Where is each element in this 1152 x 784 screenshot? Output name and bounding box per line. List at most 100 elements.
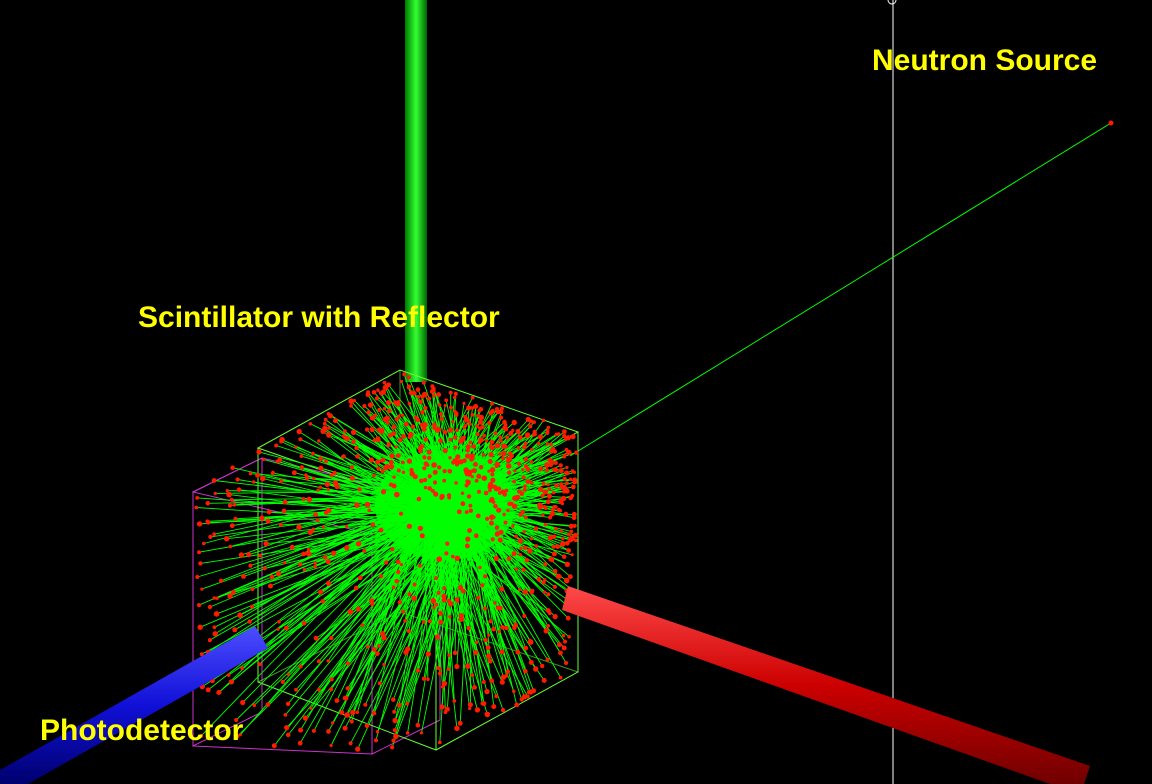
photon-hit [394, 445, 398, 449]
photon-hit [528, 424, 533, 429]
photon-hit [392, 728, 398, 733]
photon-hit [457, 720, 463, 726]
photon-hit [318, 589, 324, 595]
photon-hit [259, 515, 265, 521]
photon-hit [232, 502, 237, 507]
photon-hit [522, 444, 527, 450]
photon-hit [430, 598, 437, 604]
photon-hit [564, 660, 569, 666]
photon-hit [529, 481, 534, 485]
photon-hit [470, 475, 474, 479]
photon-hit [348, 398, 355, 405]
photon-hit [453, 445, 458, 450]
photon-hit [525, 479, 531, 485]
photon-hit [473, 404, 479, 409]
photon-hit [503, 520, 508, 525]
photon-hit [485, 516, 490, 521]
photon-hit [276, 627, 280, 631]
photon-hit [216, 690, 221, 695]
photon-hit [444, 706, 450, 712]
photon-hit [552, 568, 558, 574]
photon-hit [448, 615, 452, 619]
photon-hit [205, 501, 211, 506]
photon-hit [438, 438, 443, 444]
photon-hit [233, 516, 238, 521]
photon-hit [370, 602, 375, 607]
photon-hit [339, 710, 345, 715]
photon-hit [401, 460, 405, 465]
photon-hit [345, 686, 350, 691]
photon-hit [394, 491, 400, 498]
photon-hit [543, 506, 548, 511]
photon-hit [570, 493, 575, 498]
photon-hit [529, 588, 535, 594]
photon-hit [439, 416, 444, 421]
photon-hit [291, 470, 297, 476]
photon-hit [434, 634, 440, 640]
photon-hit [453, 391, 458, 396]
photon-hit [547, 535, 554, 541]
photon-hit [559, 529, 563, 533]
photon-hit [380, 489, 387, 495]
photon-hit [340, 455, 345, 459]
photon-hit [349, 719, 354, 724]
photon-hit [200, 587, 204, 591]
photon-hit [444, 398, 449, 403]
photon-hit [488, 488, 492, 493]
photon-hit [406, 375, 411, 380]
photon-hit [393, 733, 399, 740]
photon-hit [483, 606, 487, 611]
photon-hit [268, 583, 273, 589]
photon-hit [419, 478, 424, 484]
photon-hit [364, 723, 370, 728]
photon-hit [521, 567, 526, 572]
photon-hit [564, 447, 569, 452]
photon-hit [423, 437, 429, 442]
photon-hit [545, 608, 551, 614]
photon-hit [423, 485, 428, 490]
photon-hit [406, 523, 412, 529]
photon-hit [350, 709, 356, 716]
photon-hit [409, 467, 414, 473]
photon-hit [565, 435, 571, 441]
photon-hit [522, 487, 528, 492]
photon-hit [547, 515, 553, 520]
photon-hit [541, 677, 547, 683]
photon-hit [454, 725, 460, 731]
photon-hit [570, 484, 576, 490]
photon-hit [228, 679, 234, 685]
photon-hit [277, 620, 281, 624]
photon-hit [274, 443, 279, 448]
photon-hit [352, 399, 357, 403]
photon-hit [344, 545, 350, 551]
photon-hit [237, 612, 243, 618]
photon-hit [476, 473, 482, 479]
photon-hit [238, 552, 245, 558]
photon-hit [212, 596, 216, 600]
photon-hit [514, 534, 518, 539]
photon-hit [396, 453, 401, 458]
photon-hit [364, 427, 370, 432]
photon-hit [488, 452, 494, 458]
photon-hit [490, 477, 496, 483]
photon-hit [467, 528, 472, 533]
photon-hit [298, 437, 303, 442]
photon-hit [279, 436, 285, 443]
photon-hit [301, 497, 306, 502]
photon-hit [396, 468, 401, 473]
photon-hit [376, 388, 380, 392]
photon-hit [493, 503, 498, 509]
photon-hit [438, 610, 443, 616]
photon-hit [402, 372, 407, 377]
photon-hit [464, 543, 470, 549]
photon-hit [464, 510, 469, 514]
photon-hit [566, 532, 571, 537]
photon-hit [517, 461, 522, 466]
photon-hit [564, 488, 570, 494]
photon-hit [375, 459, 381, 465]
photon-hit [371, 647, 377, 652]
photon-hit [547, 487, 552, 491]
photon-hit [226, 673, 231, 677]
